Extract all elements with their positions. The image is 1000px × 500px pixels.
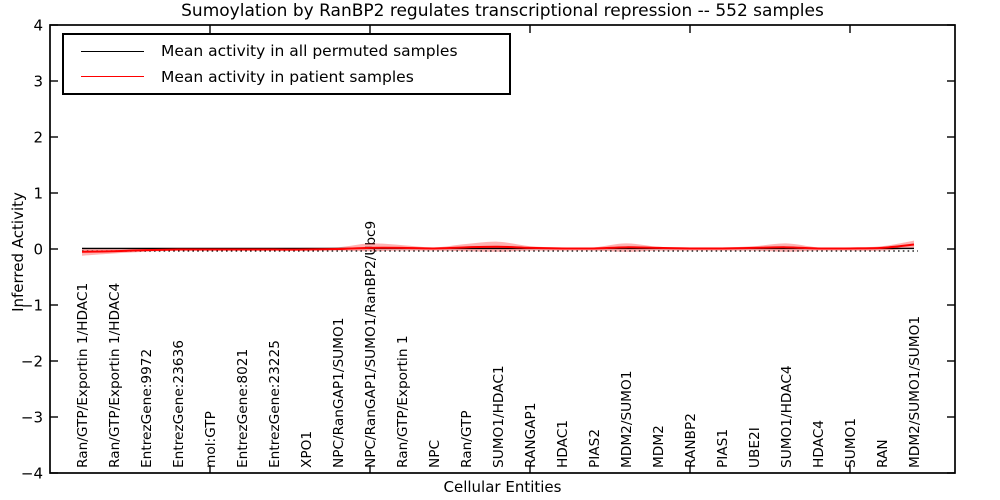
x-category-label: MDM2/SUMO1 — [619, 371, 635, 468]
x-category-label: NPC — [427, 440, 443, 468]
y-tick-label: −1 — [21, 297, 43, 315]
x-category-label: Ran/GTP — [459, 410, 475, 468]
x-category-label: RANBP2 — [683, 413, 699, 468]
x-category-label: NPC/RanGAP1/SUMO1 — [331, 318, 347, 468]
patient-line-sample — [81, 76, 144, 78]
y-tick-label: −4 — [21, 465, 43, 483]
x-category-label: SUMO1/HDAC1 — [491, 365, 507, 468]
legend-label-permuted: Mean activity in all permuted samples — [161, 42, 458, 61]
x-category-label: NPC/RanGAP1/SUMO1/RanBP2/Ubc9 — [363, 221, 379, 468]
patient-mean-line — [81, 243, 915, 253]
legend-box: Mean activity in all permuted samples Me… — [62, 33, 511, 95]
y-tick-label: 1 — [33, 185, 43, 203]
x-category-label: MDM2/SUMO1/SUMO1 — [907, 316, 923, 468]
x-category-label: Ran/GTP/Exportin 1/HDAC4 — [107, 283, 123, 468]
x-category-label: HDAC1 — [555, 420, 571, 468]
permuted-line-sample — [81, 50, 144, 52]
x-category-label: SUMO1/HDAC4 — [779, 365, 795, 468]
y-axis-label: Inferred Activity — [9, 192, 27, 312]
x-category-label: EntrezGene:9972 — [139, 349, 155, 468]
y-tick-label: 3 — [33, 73, 43, 91]
x-category-label: RANGAP1 — [523, 403, 539, 469]
x-category-label: HDAC4 — [811, 420, 827, 468]
legend-entry-patient: Mean activity in patient samples — [64, 68, 509, 86]
y-tick-label: −2 — [21, 353, 43, 371]
x-category-label: mol:GTP — [203, 411, 219, 468]
x-axis-label: Cellular Entities — [443, 478, 562, 496]
x-category-label: Ran/GTP/Exportin 1/HDAC1 — [75, 283, 91, 468]
x-category-label: XPO1 — [299, 431, 315, 468]
x-category-label: RAN — [875, 439, 891, 468]
x-category-label: MDM2 — [651, 425, 667, 468]
y-tick-label: 2 — [33, 129, 43, 147]
x-category-label: EntrezGene:23225 — [267, 340, 283, 468]
x-category-label: PIAS1 — [715, 429, 731, 468]
x-category-label: Ran/GTP/Exportin 1 — [395, 335, 411, 468]
x-category-label: EntrezGene:8021 — [235, 349, 251, 468]
x-category-label: SUMO1 — [843, 418, 859, 468]
x-category-label: PIAS2 — [587, 429, 603, 468]
x-category-label: EntrezGene:23636 — [171, 340, 187, 468]
x-category-label: UBE2I — [747, 427, 763, 468]
y-tick-label: 4 — [33, 17, 43, 35]
y-tick-label: 0 — [33, 241, 43, 259]
y-tick-label: −3 — [21, 409, 43, 427]
legend-entry-permuted: Mean activity in all permuted samples — [64, 42, 509, 60]
chart-title: Sumoylation by RanBP2 regulates transcri… — [181, 1, 824, 21]
legend-label-patient: Mean activity in patient samples — [161, 67, 414, 86]
